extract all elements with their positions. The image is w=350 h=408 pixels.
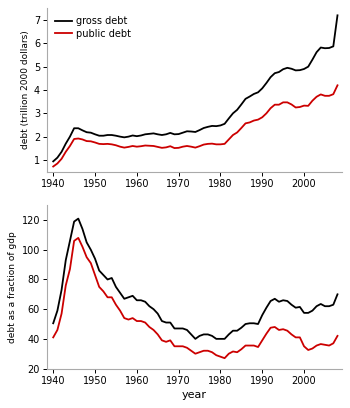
Y-axis label: debt (trillion 2000 dollars): debt (trillion 2000 dollars) bbox=[21, 31, 30, 149]
X-axis label: year: year bbox=[182, 390, 207, 400]
Y-axis label: debt as a fraction of gdp: debt as a fraction of gdp bbox=[8, 231, 18, 343]
Legend: gross debt, public debt: gross debt, public debt bbox=[52, 13, 134, 42]
